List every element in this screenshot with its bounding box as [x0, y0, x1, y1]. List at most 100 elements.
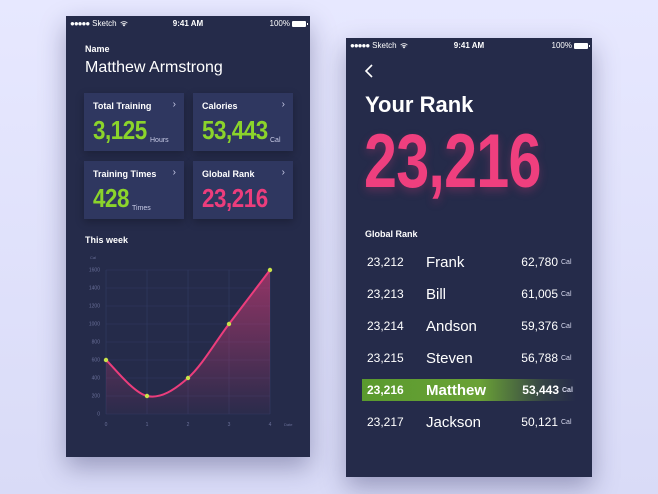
chart-x-ticks: 0 1 2 3 4: [105, 422, 272, 428]
x-tick-label: 4: [269, 422, 272, 428]
battery-icon: [292, 20, 308, 27]
rank-unit: Cal: [561, 322, 572, 330]
chart-x-label: Date: [284, 422, 293, 427]
rank-unit: Cal: [561, 418, 572, 426]
battery-label: 100%: [551, 41, 572, 50]
rank-calories: 50,121: [521, 415, 558, 429]
rank-calories: 62,780: [521, 255, 558, 269]
card-title: Calories: [202, 101, 238, 111]
carrier-label: Sketch: [92, 19, 117, 28]
rank-row[interactable]: 23,215 Steven 56,788 Cal: [365, 347, 575, 369]
card-value: 53,443: [202, 115, 268, 145]
chevron-right-icon: ›: [172, 99, 176, 110]
user-name: Matthew Armstrong: [85, 59, 223, 76]
rank-calories: 61,005: [521, 287, 558, 301]
card-unit: Times: [132, 205, 151, 212]
chevron-left-icon: [364, 64, 373, 78]
chart-y-ticks: 0 200 400 600 800 1000 1200 1400 1600: [89, 268, 100, 418]
rank-number: 23,214: [367, 319, 404, 333]
card-title: Training Times: [93, 169, 157, 179]
name-label: Name: [85, 44, 110, 54]
wifi-icon: [119, 20, 128, 26]
rank-title: Your Rank: [365, 92, 474, 117]
y-tick-label: 1600: [89, 268, 100, 274]
chart-point[interactable]: [185, 375, 191, 381]
card-title: Global Rank: [202, 169, 255, 179]
y-tick-label: 400: [92, 376, 101, 382]
total-training-card[interactable]: Total Training › 3,125 Hours: [84, 93, 184, 151]
rank-row[interactable]: 23,214 Andson 59,376 Cal: [365, 315, 575, 337]
y-tick-label: 600: [92, 358, 101, 364]
global-rank-card[interactable]: Global Rank › 23,216: [193, 161, 293, 219]
back-button[interactable]: [364, 63, 374, 84]
rank-name: Jackson: [426, 413, 482, 431]
rank-row-current-user[interactable]: 23,216 Matthew 53,443 Cal: [362, 379, 576, 401]
x-tick-label: 0: [105, 422, 108, 428]
dashboard-screen: ●●●●● Sketch 9:41 AM 100% Name Matthew A…: [66, 16, 310, 457]
y-tick-label: 1400: [89, 286, 100, 292]
carrier-label: Sketch: [372, 41, 397, 50]
chart-point[interactable]: [267, 267, 273, 273]
card-unit: Hours: [150, 137, 169, 144]
rank-calories: 53,443: [522, 383, 559, 397]
rank-unit: Cal: [562, 386, 573, 394]
rank-unit: Cal: [561, 258, 572, 266]
rank-number: 23,216: [367, 383, 404, 397]
rank-calories: 56,788: [521, 351, 558, 365]
rank-calories: 59,376: [521, 319, 558, 333]
y-tick-label: 200: [92, 394, 101, 400]
signal-icon: ●●●●●: [70, 19, 90, 28]
x-tick-label: 3: [228, 422, 231, 428]
card-unit: Cal: [270, 137, 281, 144]
rank-unit: Cal: [561, 290, 572, 298]
card-value: 23,216: [202, 183, 268, 213]
status-time: 9:41 AM: [172, 19, 204, 28]
chart-point[interactable]: [103, 357, 109, 363]
rank-name: Matthew: [426, 381, 486, 399]
battery: 100%: [551, 41, 590, 50]
y-tick-label: 1000: [89, 322, 100, 328]
rank-name: Andson: [426, 317, 477, 335]
x-tick-label: 2: [187, 422, 190, 428]
rank-row[interactable]: 23,217 Jackson 50,121 Cal: [365, 411, 575, 433]
rank-number: 23,215: [367, 351, 404, 365]
card-value: 3,125: [93, 115, 147, 145]
y-tick-label: 1200: [89, 304, 100, 310]
chart-point[interactable]: [226, 321, 232, 327]
this-week-label: This week: [85, 235, 129, 245]
status-bar: ●●●●● Sketch 9:41 AM 100%: [66, 16, 310, 32]
rank-row[interactable]: 23,213 Bill 61,005 Cal: [365, 283, 575, 305]
training-times-card[interactable]: Training Times › 428 Times: [84, 161, 184, 219]
rank-row[interactable]: 23,212 Frank 62,780 Cal: [365, 251, 575, 273]
y-tick-label: 800: [92, 340, 101, 346]
wifi-icon: [399, 42, 408, 48]
rank-number: 23,212: [367, 255, 404, 269]
rank-screen: ●●●●● Sketch 9:41 AM 100% Your Rank 23,2…: [346, 38, 592, 477]
chart-point[interactable]: [144, 393, 150, 399]
chart-y-label: Cal: [90, 255, 96, 260]
rank-value: 23,216: [364, 119, 541, 204]
chevron-right-icon: ›: [172, 167, 176, 178]
chevron-right-icon: ›: [281, 99, 285, 110]
battery: 100%: [269, 19, 308, 28]
chevron-right-icon: ›: [281, 167, 285, 178]
x-tick-label: 1: [146, 422, 149, 428]
battery-icon: [574, 42, 590, 49]
card-value: 428: [93, 183, 130, 213]
signal-icon: ●●●●●: [350, 41, 370, 50]
status-time: 9:41 AM: [453, 41, 485, 50]
chart-points: [103, 267, 273, 399]
card-title: Total Training: [93, 101, 152, 111]
rank-name: Frank: [426, 253, 465, 271]
status-bar: ●●●●● Sketch 9:41 AM 100%: [346, 38, 592, 54]
rank-name: Steven: [426, 349, 473, 367]
calories-card[interactable]: Calories › 53,443 Cal: [193, 93, 293, 151]
carrier: ●●●●● Sketch: [70, 19, 128, 28]
global-rank-label: Global Rank: [365, 229, 418, 239]
rank-name: Bill: [426, 285, 447, 303]
chart-area: [106, 270, 270, 414]
rank-number: 23,217: [367, 415, 404, 429]
battery-label: 100%: [269, 19, 290, 28]
carrier: ●●●●● Sketch: [350, 41, 408, 50]
